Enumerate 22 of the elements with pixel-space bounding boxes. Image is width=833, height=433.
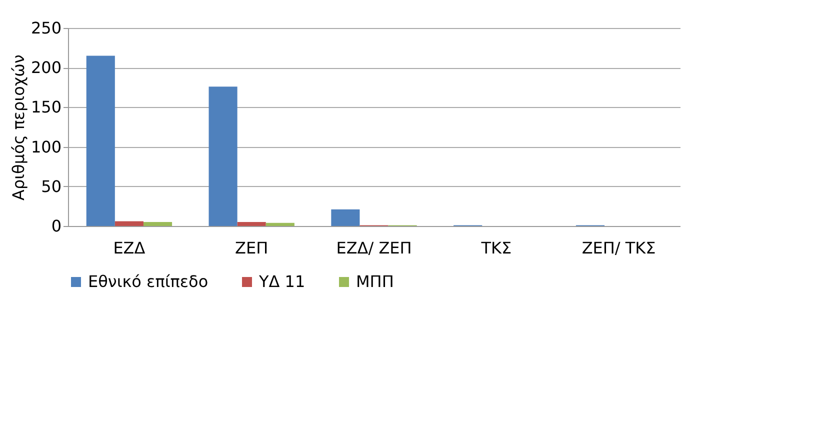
bar [237, 222, 266, 226]
legend-label: Εθνικό επίπεδο [88, 272, 208, 291]
legend-label: ΜΠΠ [356, 272, 394, 291]
bar [86, 56, 115, 226]
x-tick-label: ΖΕΠ [235, 238, 268, 258]
bar [114, 221, 144, 226]
y-tick-label: 200 [30, 58, 62, 78]
bar [143, 222, 172, 226]
bar [331, 209, 360, 226]
x-tick-label: ΖΕΠ/ ΤΚΣ [582, 238, 656, 258]
y-tick-label: 150 [30, 98, 62, 117]
bar [208, 86, 238, 226]
y-tick-label: 50 [41, 176, 62, 196]
y-tick-label: 250 [30, 18, 62, 38]
x-tick-label: ΕΖΔ [113, 238, 146, 258]
x-tick-label: ΕΖΔ/ ΖΕΠ [336, 238, 412, 258]
legend-label: ΥΔ 11 [258, 272, 306, 291]
bar [266, 222, 294, 226]
y-axis-title: Αριθμός περιοχών [8, 54, 28, 200]
y-tick-label: 100 [30, 137, 62, 156]
y-tick-label: 0 [51, 216, 62, 236]
x-tick-label: ΤΚΣ [480, 238, 512, 258]
